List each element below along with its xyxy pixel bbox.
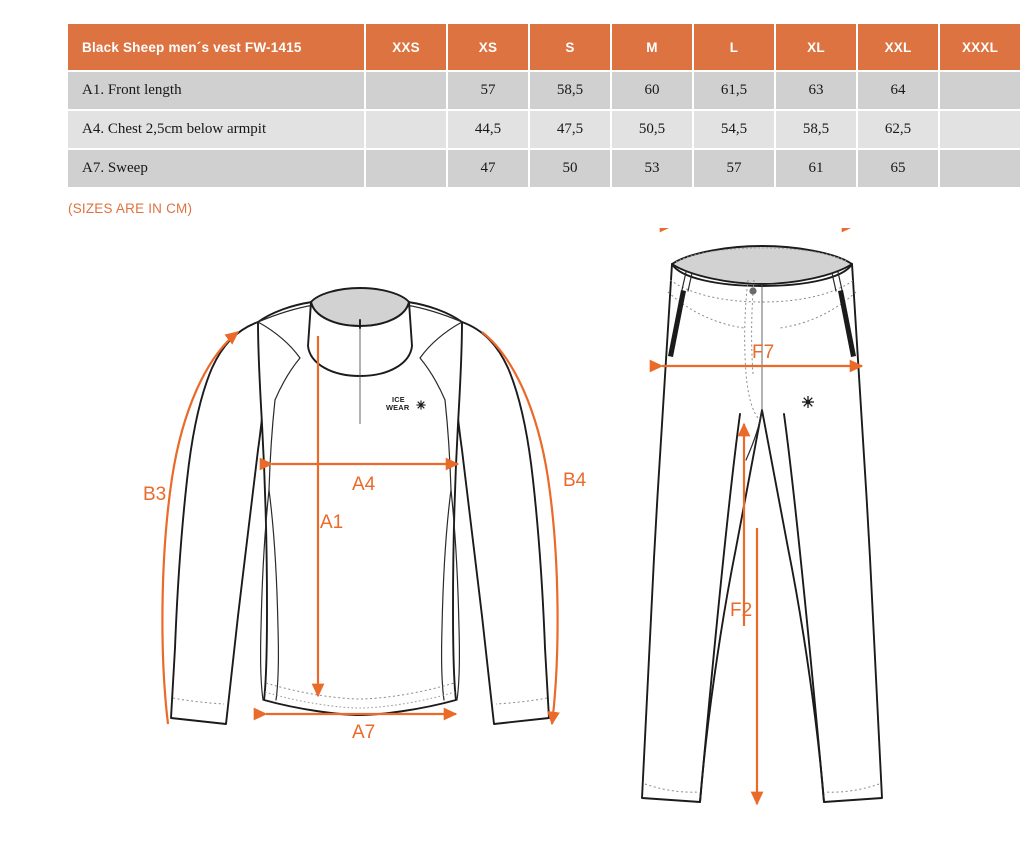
measurement-value: 64: [858, 72, 938, 109]
table-header-row: Black Sheep men´s vest FW-1415 XXS XS S …: [68, 24, 1020, 70]
table-row: A1. Front length 57 58,5 60 61,5 63 64: [68, 72, 1020, 109]
pants-waistband-inner: [672, 246, 852, 286]
brand-text-line1: ICE: [392, 395, 405, 404]
measurement-value: 60: [612, 72, 692, 109]
jacket-right-side-seam-a: [450, 489, 460, 701]
dimension-label-f7: F7: [752, 342, 774, 363]
pants-pocket-curve-left: [667, 291, 745, 329]
measurement-value: 44,5: [448, 111, 528, 148]
dimension-line-b4: [481, 331, 560, 726]
measurement-value: 57: [448, 72, 528, 109]
pants-illustration: F6 F7 F2: [641, 228, 883, 806]
pants-inseam-right: [783, 413, 825, 803]
dimension-label-a4: A4: [352, 474, 376, 495]
pants-hem-stitch-right: [825, 783, 880, 793]
pants-belt-loop-right2: [831, 272, 837, 292]
size-header-xs: XS: [448, 24, 528, 70]
dimension-line-b3: [161, 331, 240, 725]
measurement-value: [940, 111, 1020, 148]
dimension-label-f2: F2: [730, 600, 752, 621]
dimension-label-a7: A7: [352, 722, 375, 743]
table-row: A4. Chest 2,5cm below armpit 44,5 47,5 5…: [68, 111, 1020, 148]
pants-waistband-stitch: [669, 279, 855, 303]
measurement-label: A7. Sweep: [68, 150, 364, 187]
measurement-label: A4. Chest 2,5cm below armpit: [68, 111, 364, 148]
size-chart-table: Black Sheep men´s vest FW-1415 XXS XS S …: [66, 22, 1022, 189]
jacket-right-sleeve: [453, 321, 550, 725]
table-row: A7. Sweep 47 50 53 57 61 65: [68, 150, 1020, 187]
measurement-value: 61,5: [694, 72, 774, 109]
measurement-value: [940, 72, 1020, 109]
size-header-s: S: [530, 24, 610, 70]
dimension-label-a1: A1: [320, 512, 343, 533]
pants-belt-loop-right: [837, 271, 843, 291]
jacket-collar-inner: [311, 288, 409, 326]
pants-body: [641, 263, 883, 803]
jacket-hem-stitch-upper: [265, 682, 455, 700]
product-title-cell: Black Sheep men´s vest FW-1415: [68, 24, 364, 70]
snowflake-icon: [416, 400, 426, 410]
measurement-value: 50: [530, 150, 610, 187]
jacket-left-side-seam-b: [268, 489, 279, 701]
pants-hem-stitch-left: [644, 783, 699, 793]
measurement-value: 47: [448, 150, 528, 187]
jacket-right-yoke: [419, 321, 463, 401]
pants-belt-loop-left: [681, 271, 687, 291]
measurement-value: 53: [612, 150, 692, 187]
measurement-value: 54,5: [694, 111, 774, 148]
pants-waist-rim: [671, 245, 853, 265]
measurement-value: 58,5: [776, 111, 856, 148]
size-header-l: L: [694, 24, 774, 70]
pants-pocket-opening-right: [838, 290, 856, 357]
jacket-left-cuff-stitch: [172, 697, 225, 705]
pants-crotch-seam: [745, 409, 763, 461]
dimension-label-b4: B4: [563, 470, 587, 491]
measurement-value: 50,5: [612, 111, 692, 148]
pants-snowflake-icon: [802, 396, 814, 408]
dimension-label-b3: B3: [143, 484, 166, 505]
pants-button: [749, 287, 757, 295]
measurement-value: [366, 72, 446, 109]
jacket-right-cuff-stitch: [495, 697, 548, 705]
measurement-value: 57: [694, 150, 774, 187]
brand-text-line2: WEAR: [386, 403, 410, 412]
size-header-xxs: XXS: [366, 24, 446, 70]
jacket-right-shoulder-seam: [405, 304, 463, 323]
size-header-xl: XL: [776, 24, 856, 70]
jacket-left-side-seam-a: [260, 489, 270, 701]
measurement-value: 58,5: [530, 72, 610, 109]
jacket-left-panel-seam: [268, 399, 276, 491]
measurement-value: [366, 150, 446, 187]
measurement-value: 62,5: [858, 111, 938, 148]
size-header-xxl: XXL: [858, 24, 938, 70]
jacket-brand-logo: ICE WEAR: [386, 395, 426, 412]
jacket-right-side-seam-b: [441, 489, 452, 701]
measurement-value: [940, 150, 1020, 187]
pants-inseam-left: [699, 413, 741, 803]
table-body: A1. Front length 57 58,5 60 61,5 63 64 A…: [68, 72, 1020, 187]
technical-drawings: ICE WEAR B3 B4 A4 A1 A7: [0, 228, 1031, 851]
size-header-xxxl: XXXL: [940, 24, 1020, 70]
size-header-m: M: [612, 24, 692, 70]
measurement-value: 65: [858, 150, 938, 187]
jacket-left-shoulder-seam: [257, 304, 315, 323]
pants-pocket-opening-left: [668, 290, 686, 357]
measurement-value: 63: [776, 72, 856, 109]
measurement-value: 61: [776, 150, 856, 187]
jacket-right-panel-seam: [444, 399, 452, 491]
pants-pocket-curve-right: [779, 291, 857, 329]
units-note: (SIZES ARE IN CM): [68, 201, 193, 216]
table-header: Black Sheep men´s vest FW-1415 XXS XS S …: [68, 24, 1020, 70]
jacket-left-yoke: [257, 321, 301, 401]
jacket-illustration: ICE WEAR B3 B4 A4 A1 A7: [143, 287, 587, 743]
pants-belt-loop-left2: [687, 272, 693, 292]
measurement-label: A1. Front length: [68, 72, 364, 109]
measurement-value: [366, 111, 446, 148]
measurement-value: 47,5: [530, 111, 610, 148]
jacket-left-sleeve: [170, 321, 267, 725]
